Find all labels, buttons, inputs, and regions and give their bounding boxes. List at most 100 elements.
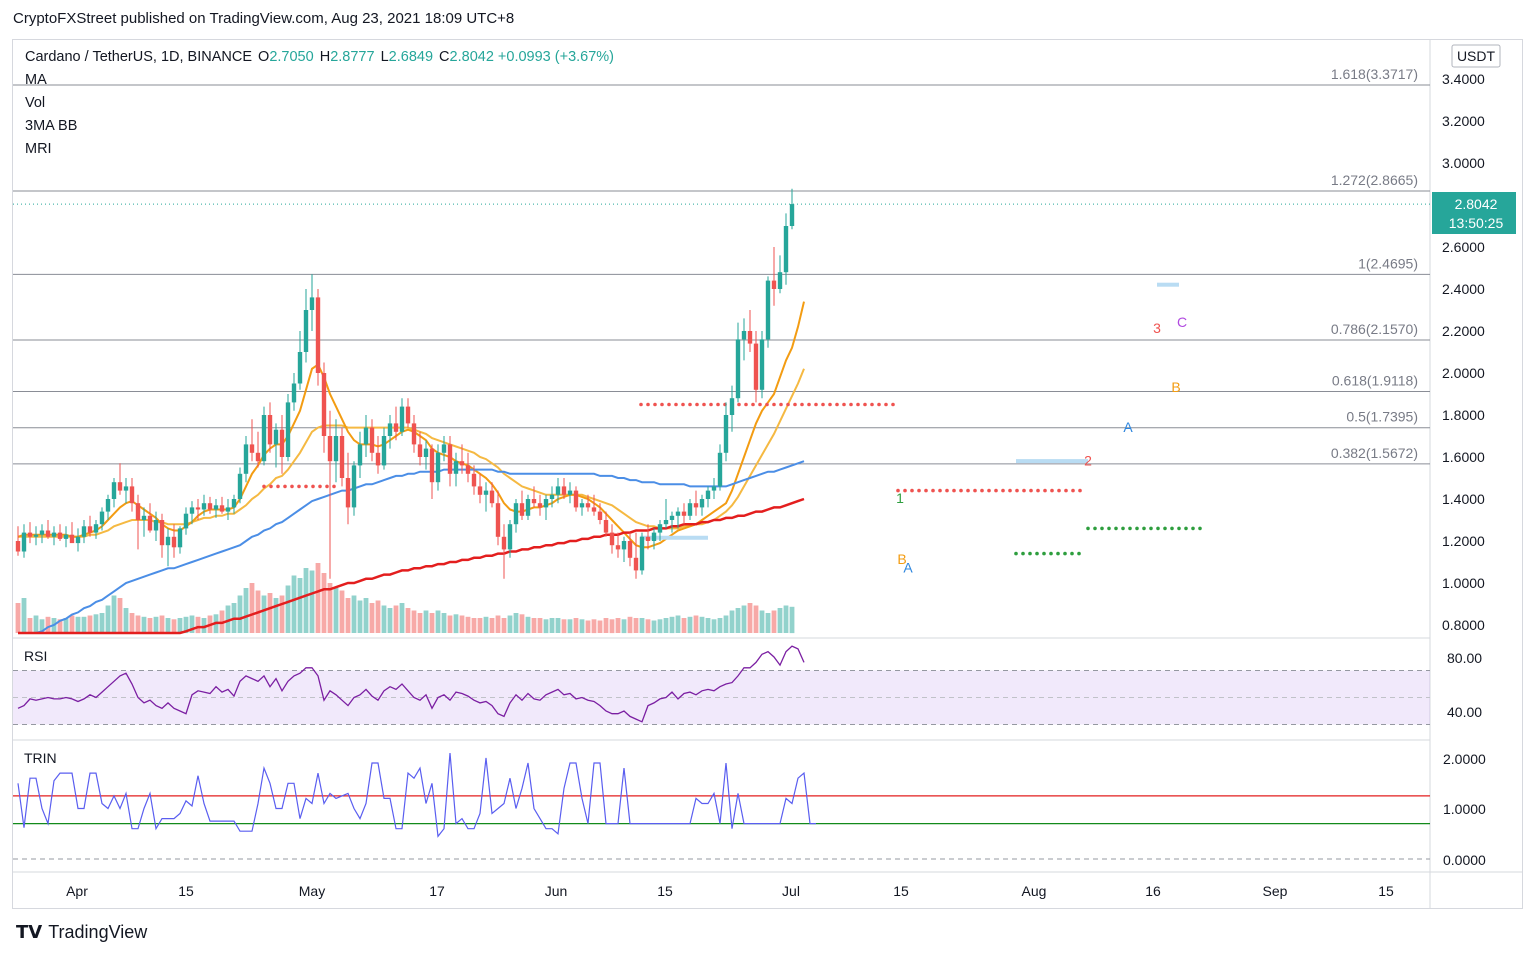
indicator-3ma-bb[interactable]: 3MA BB	[25, 118, 78, 134]
volume-bar	[135, 615, 141, 633]
tradingview-logo[interactable]: 𝗧𝗩 TradingView	[16, 922, 147, 943]
candle-body	[123, 486, 129, 491]
candle-body	[345, 478, 351, 508]
candle-body	[687, 503, 693, 516]
candle-body	[237, 473, 243, 499]
resistance-dot	[681, 402, 685, 407]
candle-body	[183, 513, 189, 529]
resistance-dot	[863, 402, 867, 407]
zone-bar	[1016, 459, 1088, 464]
symbol-name: Cardano / TetherUS, 1D, BINANCE	[25, 49, 252, 65]
volume-bar	[681, 618, 687, 633]
volume-bar	[711, 619, 717, 634]
volume-bar	[729, 610, 735, 633]
candle-body	[477, 486, 483, 495]
volume-bar	[279, 595, 285, 633]
candle-body	[213, 505, 219, 510]
price-tick: 2.2000	[1442, 323, 1485, 339]
resistance-dot	[318, 484, 322, 489]
td-count-label: 1	[896, 490, 904, 506]
price-tick: 1.6000	[1442, 449, 1485, 465]
volume-bar	[465, 616, 471, 634]
resistance-dot	[1057, 488, 1061, 493]
volume-bar	[597, 620, 603, 633]
volume-bar	[525, 616, 531, 634]
close-label: C	[439, 49, 450, 65]
trin-label[interactable]: TRIN	[24, 750, 57, 766]
volume-bar	[555, 618, 561, 633]
resistance-dot	[695, 402, 699, 407]
candle-body	[291, 383, 297, 403]
resistance-dot	[765, 402, 769, 407]
trin-tick-1: 1.0000	[1443, 801, 1486, 817]
resistance-dot	[835, 402, 839, 407]
candle-body	[417, 444, 423, 457]
resistance-dot	[688, 402, 692, 407]
candle-body	[351, 465, 357, 508]
support-dot	[1198, 526, 1202, 531]
volume-bar	[411, 610, 417, 633]
volume-bar	[501, 618, 507, 633]
support-dot	[1142, 526, 1146, 531]
rsi-tick-80: 80.00	[1447, 650, 1482, 666]
time-tick: Sep	[1263, 883, 1288, 899]
close-value: 2.8042	[449, 49, 494, 65]
candle-body	[339, 436, 345, 478]
candle-body	[549, 494, 555, 499]
high-value: 2.8777	[330, 49, 375, 65]
candle-body	[669, 515, 675, 520]
volume-bar	[405, 608, 411, 633]
volume-bar	[645, 619, 651, 634]
candle-body	[81, 526, 87, 537]
volume-bar	[159, 615, 165, 633]
volume-bar	[741, 605, 747, 633]
candle-body	[147, 515, 153, 531]
resistance-dot	[856, 402, 860, 407]
volume-bar	[459, 615, 465, 633]
fib-label: 0.786(2.1570)	[1331, 321, 1418, 337]
volume-bar	[651, 620, 657, 633]
candle-body	[789, 204, 795, 226]
zone-bar	[640, 535, 708, 540]
resistance-dot	[987, 488, 991, 493]
candle-body	[717, 452, 723, 487]
support-dot	[1056, 551, 1060, 556]
candle-body	[171, 536, 177, 548]
candle-body	[63, 534, 69, 539]
rsi-label[interactable]: RSI	[24, 648, 48, 664]
price-tick: 3.0000	[1442, 155, 1485, 171]
indicator-vol[interactable]: Vol	[25, 95, 46, 111]
candle-body	[369, 427, 375, 453]
volume-bar	[777, 608, 783, 633]
volume-bar	[483, 616, 489, 634]
candle-body	[39, 530, 45, 535]
candle-body	[201, 503, 207, 510]
volume-bar	[123, 608, 129, 633]
candle-body	[759, 339, 765, 390]
symbol-legend[interactable]: Cardano / TetherUS, 1D, BINANCE O2.7050 …	[25, 49, 614, 65]
resistance-dot	[891, 402, 895, 407]
resistance-dot	[1022, 488, 1026, 493]
resistance-dot	[276, 484, 280, 489]
volume-bar	[315, 563, 321, 633]
resistance-dot	[716, 402, 720, 407]
candle-body	[603, 520, 609, 533]
candle-body	[303, 310, 309, 352]
indicator-ma[interactable]: MA	[25, 72, 47, 88]
candle-body	[327, 436, 333, 462]
resistance-dot	[877, 402, 881, 407]
time-tick: May	[299, 883, 325, 899]
time-tick: Apr	[66, 883, 88, 899]
resistance-dot	[828, 402, 832, 407]
currency-badge[interactable]	[1451, 44, 1501, 68]
volume-bar	[765, 613, 771, 633]
support-dot	[1177, 526, 1181, 531]
indicator-mri[interactable]: MRI	[25, 141, 52, 157]
volume-bar	[21, 598, 27, 633]
volume-bar	[549, 618, 555, 633]
resistance-dot	[1078, 488, 1082, 493]
volume-bar	[771, 610, 777, 633]
fib-label: 0.5(1.7395)	[1346, 409, 1418, 425]
resistance-dot	[772, 402, 776, 407]
